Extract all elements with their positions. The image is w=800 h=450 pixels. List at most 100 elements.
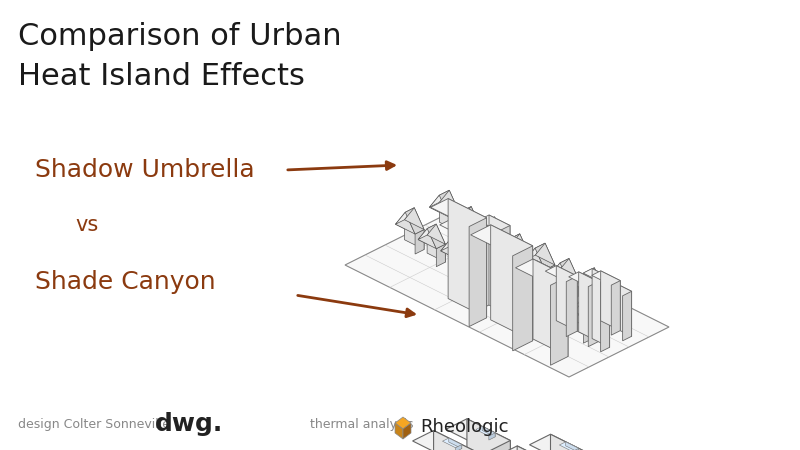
Polygon shape [395, 212, 415, 234]
Polygon shape [592, 271, 620, 285]
Polygon shape [551, 263, 569, 283]
Polygon shape [476, 262, 494, 289]
Polygon shape [517, 446, 561, 450]
Polygon shape [430, 195, 449, 217]
Polygon shape [510, 245, 529, 272]
Polygon shape [442, 438, 462, 448]
Polygon shape [489, 215, 510, 315]
Polygon shape [418, 224, 436, 239]
Polygon shape [502, 245, 529, 258]
Polygon shape [516, 276, 534, 292]
Polygon shape [446, 419, 510, 450]
Polygon shape [460, 256, 470, 281]
Polygon shape [439, 190, 459, 212]
Polygon shape [439, 202, 459, 232]
Polygon shape [469, 218, 486, 327]
Polygon shape [436, 244, 446, 267]
Polygon shape [450, 247, 470, 276]
Polygon shape [574, 311, 593, 339]
Polygon shape [526, 261, 558, 277]
Polygon shape [583, 321, 593, 343]
Polygon shape [551, 270, 578, 283]
Polygon shape [496, 446, 561, 450]
Polygon shape [525, 287, 543, 314]
Polygon shape [605, 283, 632, 296]
Polygon shape [490, 225, 533, 341]
Polygon shape [600, 294, 627, 308]
Polygon shape [474, 222, 494, 244]
Polygon shape [395, 220, 424, 234]
Polygon shape [481, 224, 492, 309]
Polygon shape [466, 251, 485, 267]
Polygon shape [450, 234, 470, 256]
Polygon shape [618, 303, 627, 326]
Polygon shape [515, 259, 568, 285]
Polygon shape [533, 259, 568, 356]
Polygon shape [584, 268, 604, 295]
Polygon shape [560, 307, 569, 332]
Polygon shape [573, 448, 578, 450]
Polygon shape [556, 266, 578, 331]
Polygon shape [550, 285, 569, 311]
Polygon shape [551, 258, 569, 274]
Polygon shape [452, 219, 477, 291]
Polygon shape [500, 273, 520, 302]
Polygon shape [600, 288, 618, 308]
Polygon shape [502, 234, 520, 249]
Polygon shape [614, 283, 632, 336]
Polygon shape [530, 434, 594, 450]
Polygon shape [611, 281, 620, 335]
Text: dwg.: dwg. [155, 412, 223, 436]
Polygon shape [485, 217, 504, 244]
Polygon shape [565, 311, 593, 325]
Polygon shape [430, 190, 450, 207]
Polygon shape [513, 246, 533, 351]
Polygon shape [450, 234, 470, 261]
Polygon shape [500, 261, 520, 283]
Text: Shadow Umbrella: Shadow Umbrella [35, 158, 254, 182]
Polygon shape [525, 276, 543, 301]
Polygon shape [565, 301, 583, 316]
Polygon shape [449, 438, 462, 449]
Polygon shape [455, 445, 462, 450]
Polygon shape [585, 280, 604, 310]
Polygon shape [502, 246, 531, 261]
Polygon shape [449, 212, 459, 237]
Polygon shape [592, 269, 610, 347]
Polygon shape [441, 234, 459, 251]
Polygon shape [462, 207, 480, 231]
Polygon shape [491, 261, 510, 277]
Polygon shape [535, 255, 555, 285]
Polygon shape [405, 220, 424, 250]
Polygon shape [545, 265, 555, 290]
Polygon shape [574, 273, 594, 295]
Polygon shape [502, 238, 520, 258]
Polygon shape [485, 229, 504, 259]
Polygon shape [560, 258, 578, 283]
Polygon shape [569, 272, 598, 287]
Polygon shape [482, 427, 495, 437]
Polygon shape [430, 202, 459, 217]
Polygon shape [415, 230, 424, 254]
Polygon shape [601, 271, 620, 331]
Polygon shape [550, 285, 569, 307]
Polygon shape [427, 235, 446, 262]
Polygon shape [574, 301, 593, 321]
Polygon shape [550, 276, 568, 365]
Polygon shape [550, 434, 594, 450]
Polygon shape [491, 265, 511, 287]
Text: Comparison of Urban: Comparison of Urban [18, 22, 342, 51]
Polygon shape [462, 207, 480, 227]
Polygon shape [413, 431, 477, 450]
Polygon shape [403, 423, 411, 439]
Polygon shape [520, 254, 529, 276]
Polygon shape [525, 276, 543, 296]
Polygon shape [610, 283, 627, 303]
Polygon shape [462, 217, 480, 245]
Polygon shape [418, 235, 446, 249]
Polygon shape [430, 198, 486, 226]
Polygon shape [559, 442, 578, 450]
Polygon shape [516, 280, 534, 301]
Polygon shape [565, 305, 583, 325]
Polygon shape [453, 207, 471, 222]
